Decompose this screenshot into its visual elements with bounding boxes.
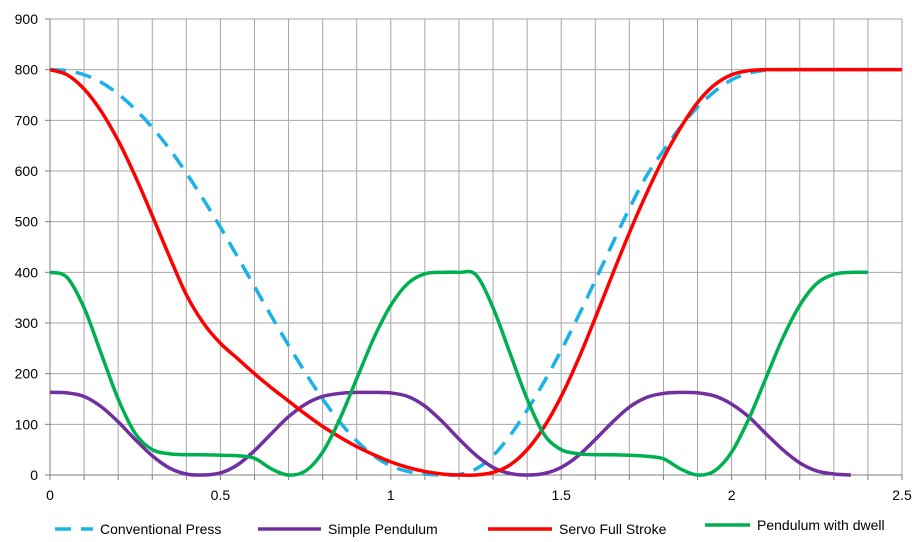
x-tick-label: 1 — [387, 487, 395, 503]
legend-label: Pendulum with dwell — [757, 517, 885, 533]
y-tick-label: 200 — [15, 366, 39, 382]
y-tick-label: 400 — [15, 264, 39, 280]
y-tick-label: 500 — [15, 214, 39, 230]
y-tick-label: 300 — [15, 315, 39, 331]
series-lines — [49, 67, 902, 477]
x-tick-label: 2 — [728, 487, 736, 503]
series-line-servo-full-stroke — [49, 67, 902, 477]
y-tick-label: 600 — [15, 163, 39, 179]
x-tick-label: 1.5 — [551, 487, 571, 503]
x-tick-label: 0 — [46, 487, 54, 503]
legend-item-pendulum-with-dwell: Pendulum with dwell — [705, 517, 885, 533]
legend-label: Conventional Press — [100, 521, 221, 537]
legend-label: Simple Pendulum — [328, 521, 438, 537]
legend-item-servo-full-stroke: Servo Full Stroke — [488, 521, 667, 537]
legend-label: Servo Full Stroke — [559, 521, 667, 537]
series-line-simple-pendulum — [49, 390, 851, 477]
legend-item-conventional-press: Conventional Press — [55, 521, 221, 537]
y-tick-label: 800 — [15, 62, 39, 78]
legend-item-simple-pendulum: Simple Pendulum — [258, 521, 438, 537]
x-tick-label: 0.5 — [211, 487, 231, 503]
y-tick-labels: 0 100 200 300 400 500 600 700 800 900 — [15, 11, 39, 483]
axes — [45, 18, 903, 480]
y-tick-label: 100 — [15, 416, 39, 432]
x-tick-labels: 0 0.5 1 1.5 2 2.5 — [46, 487, 912, 503]
x-tick-label: 2.5 — [892, 487, 912, 503]
y-tick-label: 0 — [30, 467, 38, 483]
grid-lines — [49, 18, 903, 476]
y-tick-label: 900 — [15, 11, 39, 27]
legend: Conventional Press Simple Pendulum Servo F… — [55, 517, 885, 537]
series-line-pendulum-with-dwell — [49, 269, 868, 477]
y-tick-label: 700 — [15, 112, 39, 128]
